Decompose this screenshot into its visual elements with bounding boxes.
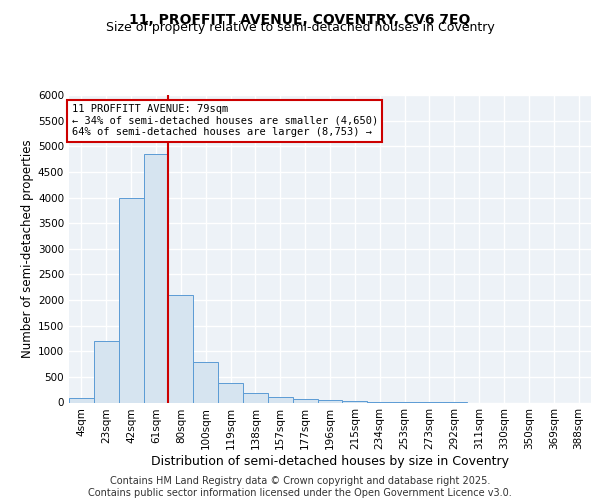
- Bar: [218, 383, 243, 402]
- Y-axis label: Number of semi-detached properties: Number of semi-detached properties: [21, 140, 34, 358]
- Bar: [193, 362, 218, 403]
- Text: Size of property relative to semi-detached houses in Coventry: Size of property relative to semi-detach…: [106, 22, 494, 35]
- X-axis label: Distribution of semi-detached houses by size in Coventry: Distribution of semi-detached houses by …: [151, 455, 509, 468]
- Bar: [243, 392, 268, 402]
- Bar: [293, 399, 317, 402]
- Bar: [119, 198, 143, 402]
- Bar: [143, 154, 169, 402]
- Text: 11, PROFFITT AVENUE, COVENTRY, CV6 7EQ: 11, PROFFITT AVENUE, COVENTRY, CV6 7EQ: [130, 12, 470, 26]
- Text: 11 PROFFITT AVENUE: 79sqm
← 34% of semi-detached houses are smaller (4,650)
64% : 11 PROFFITT AVENUE: 79sqm ← 34% of semi-…: [71, 104, 378, 138]
- Text: Contains HM Land Registry data © Crown copyright and database right 2025.
Contai: Contains HM Land Registry data © Crown c…: [88, 476, 512, 498]
- Bar: [69, 398, 94, 402]
- Bar: [169, 295, 193, 403]
- Bar: [317, 400, 343, 402]
- Bar: [268, 398, 293, 402]
- Bar: [94, 341, 119, 402]
